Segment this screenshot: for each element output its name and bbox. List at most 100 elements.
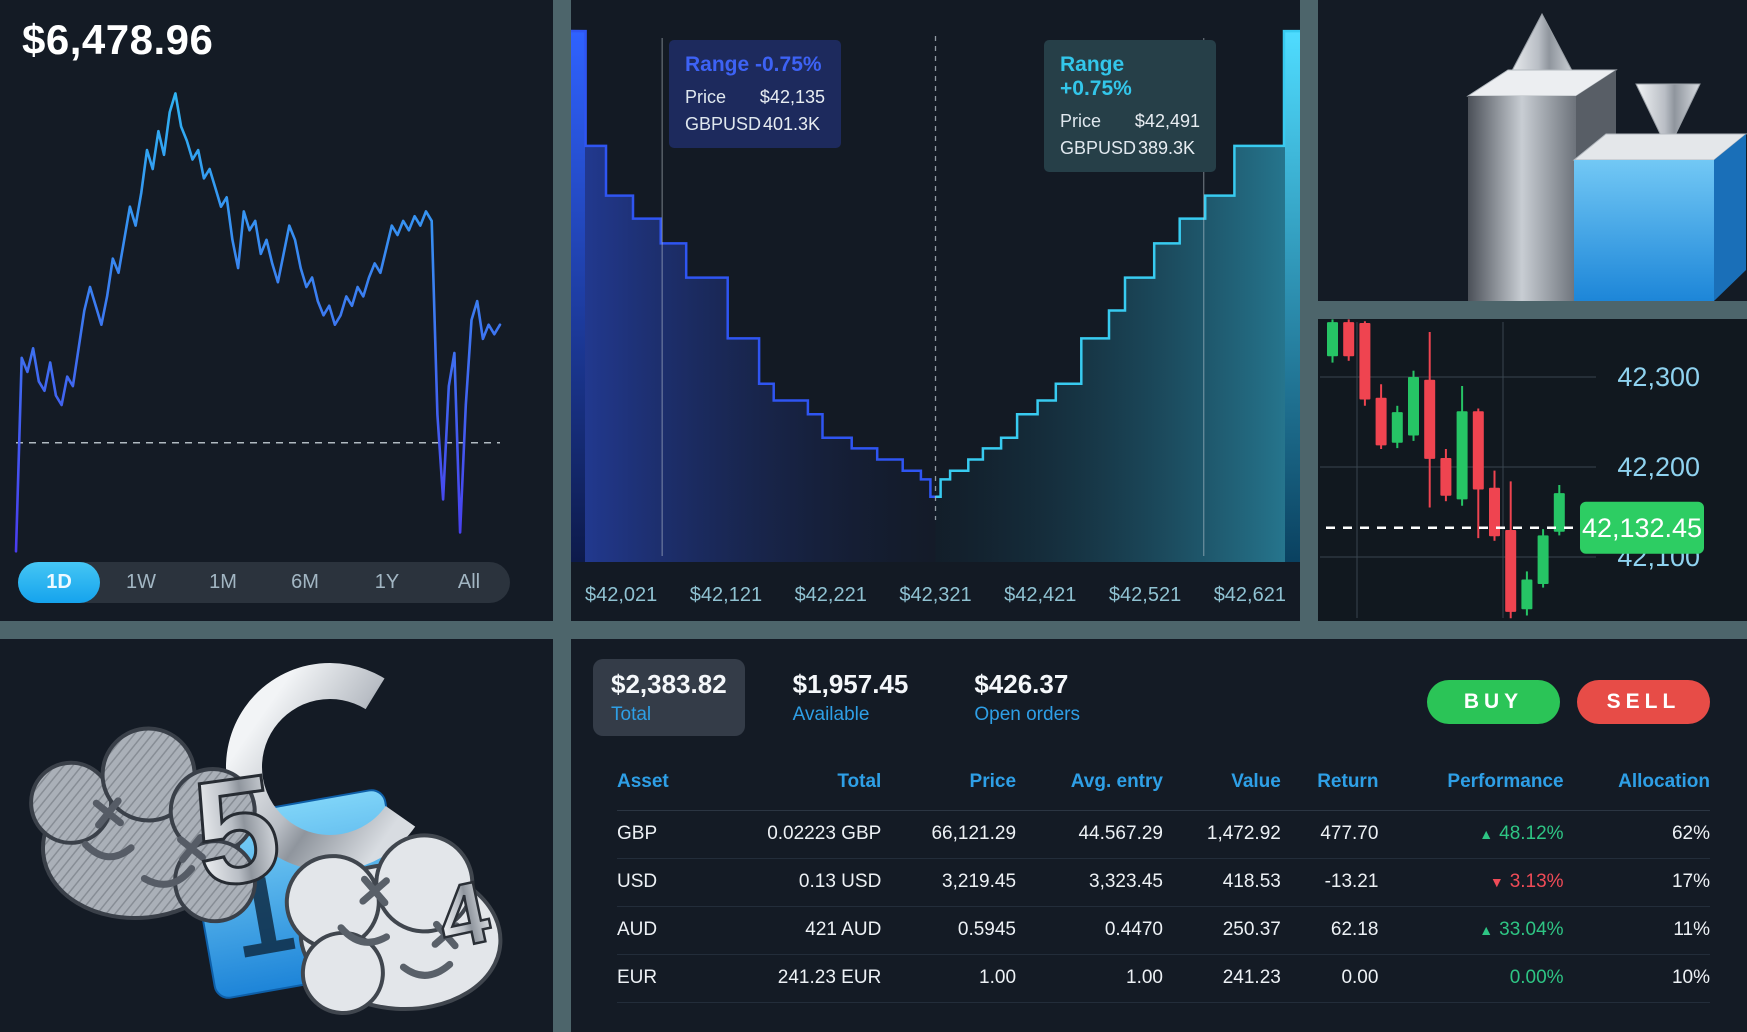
range-button-1d[interactable]: 1D xyxy=(18,562,100,603)
summary-label: Available xyxy=(792,704,870,725)
numbers-3d-illustration-panel: 12 5 4 xyxy=(0,639,553,1032)
table-row-usd[interactable]: USD 0.13 USD 3,219.45 3,323.45 418.53 -13.21 ▼… xyxy=(617,858,1710,907)
range-button-1w[interactable]: 1W xyxy=(100,562,182,603)
cell-price: 0.5945 xyxy=(881,906,1017,955)
axis-label: $42,421 xyxy=(1004,584,1077,606)
arrow-up-icon: ▲ xyxy=(1479,922,1494,938)
cell-avg_entry: 3,323.45 xyxy=(1016,858,1163,907)
price-axis-label: 42,300 xyxy=(1617,362,1700,392)
cell-price: 3,219.45 xyxy=(881,858,1017,907)
portfolio-line-chart[interactable] xyxy=(0,0,553,621)
range-button-6m[interactable]: 6M xyxy=(264,562,346,603)
cell-value: 250.37 xyxy=(1162,906,1281,955)
cell-value: 418.53 xyxy=(1162,858,1281,907)
candle-body xyxy=(1408,377,1419,436)
table-row-gbp[interactable]: GBP 0.02223 GBP 66,121.29 44.567.29 1,472.92… xyxy=(617,810,1710,859)
column-header-allocation[interactable]: Allocation xyxy=(1563,771,1710,811)
summary-label: Open orders xyxy=(974,704,1080,725)
cell-total: 0.13 USD xyxy=(699,858,882,907)
cell-avg_entry: 1.00 xyxy=(1016,954,1163,1003)
cell-total: 0.02223 GBP xyxy=(699,810,882,859)
buy-button[interactable]: BUY xyxy=(1427,680,1560,724)
cell-allocation: 10% xyxy=(1563,954,1710,1003)
bar-3d-illustration-panel xyxy=(1318,0,1747,301)
axis-label: $42,221 xyxy=(794,584,867,606)
portfolio-line xyxy=(14,92,502,553)
left-cloud xyxy=(29,726,258,924)
column-header-price[interactable]: Price xyxy=(881,771,1017,811)
portfolio-balance: $6,478.96 xyxy=(22,16,214,63)
tooltip-volume-row: GBPUSD 401.3K xyxy=(685,114,821,134)
arrow-up-icon: ▲ xyxy=(1479,826,1494,842)
tooltip-title: Range +0.75% xyxy=(1060,53,1132,100)
summary-value: $426.37 xyxy=(974,669,1069,699)
candle-body xyxy=(1537,535,1549,584)
table-row-eur[interactable]: EUR 241.23 EUR 1.00 1.00 241.23 0.00 0.00% 10% xyxy=(617,954,1710,1003)
cell-asset: USD xyxy=(617,858,700,907)
tooltip-title: Range -0.75% xyxy=(685,53,822,76)
blue-metal-box xyxy=(1572,83,1747,301)
arrow-down-icon: ▼ xyxy=(1489,874,1504,890)
column-header-total[interactable]: Total xyxy=(699,771,882,811)
table-row-aud[interactable]: AUD 421 AUD 0.5945 0.4470 250.37 62.18 ▲ 33.04%… xyxy=(617,906,1710,955)
cell-total: 241.23 EUR xyxy=(699,954,882,1003)
numbers-clouds-illustration: 12 5 4 xyxy=(29,663,503,1015)
summary-label: Total xyxy=(611,704,652,725)
cell-price: 1.00 xyxy=(881,954,1017,1003)
cell-total: 421 AUD xyxy=(699,906,882,955)
positions-table-header: Asset Total Price Avg. entry Value Return Perf… xyxy=(617,771,1710,811)
summary-available[interactable]: $1,957.45 Available xyxy=(775,659,927,736)
candle-body xyxy=(1472,411,1484,490)
sell-button[interactable]: SELL xyxy=(1577,680,1710,724)
cell-performance: ▼ 3.13% xyxy=(1378,858,1564,907)
cell-price: 66,121.29 xyxy=(881,810,1017,859)
portfolio-panel: $6,478.96 1D 1W 1M 6M 1Y All xyxy=(0,0,553,621)
range-button-all[interactable]: All xyxy=(428,562,510,603)
tooltip-price-row: Price $42,491 xyxy=(1060,111,1200,131)
summary-open-orders[interactable]: $426.37 Open orders xyxy=(956,659,1098,736)
account-panel: $2,383.82 Total $1,957.45 Available $426.37 O… xyxy=(571,639,1747,1032)
summary-total[interactable]: $2,383.82 Total xyxy=(593,659,745,736)
asks-area xyxy=(935,31,1300,563)
depth-chart[interactable] xyxy=(571,0,1300,621)
summary-value: $2,383.82 xyxy=(611,669,727,699)
cell-value: 1,472.92 xyxy=(1162,810,1281,859)
positions-table-body: GBP 0.02223 GBP 66,121.29 44.567.29 1,472.92… xyxy=(617,810,1710,1003)
column-header-asset[interactable]: Asset xyxy=(617,771,700,811)
cell-performance: ▲ 48.12% xyxy=(1378,810,1564,859)
candle-body xyxy=(1440,458,1452,496)
column-header-return[interactable]: Return xyxy=(1280,771,1379,811)
cell-asset: EUR xyxy=(617,954,700,1003)
column-header-avg_entry[interactable]: Avg. entry xyxy=(1016,771,1163,811)
cell-return: 62.18 xyxy=(1280,906,1379,955)
cell-allocation: 62% xyxy=(1563,810,1710,859)
bid-edge-bar xyxy=(571,31,585,563)
price-axis-label: 42,200 xyxy=(1617,452,1700,482)
cell-allocation: 17% xyxy=(1563,858,1710,907)
cell-return: -13.21 xyxy=(1280,858,1379,907)
cell-allocation: 11% xyxy=(1563,906,1710,955)
axis-label: $42,621 xyxy=(1213,584,1286,606)
candle-body xyxy=(1359,323,1371,400)
summary-value: $1,957.45 xyxy=(792,669,909,699)
range-button-1y[interactable]: 1Y xyxy=(346,562,428,603)
cell-asset: AUD xyxy=(617,906,700,955)
ask-edge-bar xyxy=(1285,31,1300,563)
metal-ring xyxy=(226,663,434,871)
candle-body xyxy=(1343,322,1355,357)
current-price-tag xyxy=(1580,501,1704,554)
candle-body xyxy=(1375,397,1387,446)
cell-avg_entry: 44.567.29 xyxy=(1016,810,1163,859)
bids-line xyxy=(571,29,936,499)
range-button-1m[interactable]: 1M xyxy=(182,562,264,603)
asks-line xyxy=(935,29,1300,499)
time-range-selector: 1D 1W 1M 6M 1Y All xyxy=(18,562,510,603)
column-header-value[interactable]: Value xyxy=(1162,771,1281,811)
column-header-performance[interactable]: Performance xyxy=(1378,771,1564,811)
tooltip-price-row: Price $42,135 xyxy=(685,87,825,107)
depth-price-axis: $42,021 $42,121 $42,221 $42,321 $42,421 $42,5… xyxy=(585,584,1286,607)
axis-label: $42,521 xyxy=(1108,584,1182,606)
axis-label: $42,121 xyxy=(689,584,763,606)
